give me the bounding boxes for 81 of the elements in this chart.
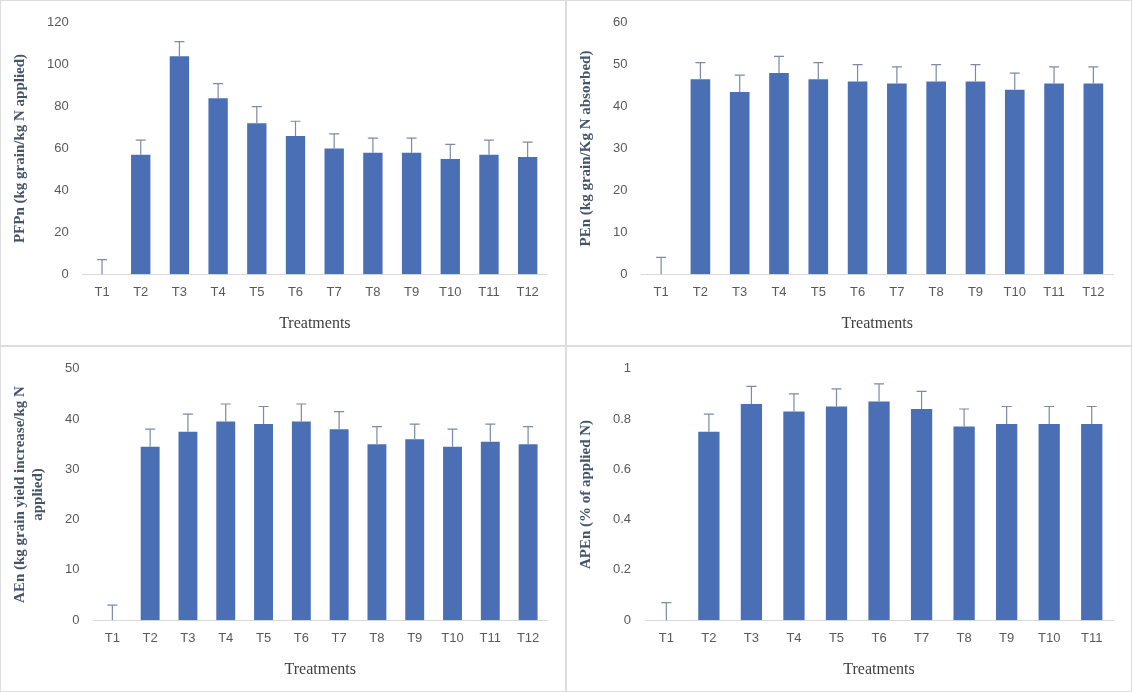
x-tick-label: T7 bbox=[913, 629, 930, 645]
y-tick-label: 40 bbox=[54, 181, 69, 197]
y-tick-label: 30 bbox=[64, 460, 80, 476]
x-tick-label: T8 bbox=[365, 283, 381, 299]
y-tick-label: 50 bbox=[64, 360, 80, 376]
y-tick-label: 10 bbox=[612, 223, 628, 239]
x-tick-label: T2 bbox=[692, 283, 708, 299]
y-tick-label: 0.8 bbox=[612, 410, 632, 426]
x-tick-label: T12 bbox=[516, 629, 540, 645]
x-tick-label: T10 bbox=[441, 629, 464, 645]
y-tick-label: 30 bbox=[612, 140, 628, 156]
x-axis-title: Treatments bbox=[843, 659, 915, 677]
y-axis-title: APEn (% of applied N) bbox=[576, 419, 594, 570]
y-tick-label: 60 bbox=[54, 140, 69, 156]
x-tick-label: T4 bbox=[771, 283, 787, 299]
x-tick-label: T10 bbox=[1037, 629, 1061, 645]
x-tick-label: T1 bbox=[658, 629, 674, 645]
x-tick-label: T6 bbox=[850, 283, 866, 299]
x-tick-label: T5 bbox=[828, 629, 845, 645]
x-tick-label: T4 bbox=[210, 283, 226, 299]
x-tick-label: T9 bbox=[999, 629, 1015, 645]
x-tick-label: T9 bbox=[403, 283, 420, 299]
y-tick-label: 20 bbox=[612, 181, 628, 197]
x-tick-label: T4 bbox=[218, 629, 234, 645]
x-axis-title: Treatments bbox=[279, 313, 351, 331]
y-axis-title: PFPn (kg grain/kg N applied) bbox=[10, 53, 28, 244]
x-tick-label: T5 bbox=[255, 629, 272, 645]
y-tick-label: 40 bbox=[64, 410, 80, 426]
x-tick-label: T7 bbox=[889, 283, 905, 299]
x-tick-label: T1 bbox=[653, 283, 669, 299]
y-tick-label: 0 bbox=[61, 265, 69, 281]
x-tick-label: T11 bbox=[478, 283, 500, 299]
y-tick-label: 0 bbox=[620, 265, 628, 281]
x-tick-label: T12 bbox=[516, 283, 539, 299]
y-tick-label: 20 bbox=[54, 223, 69, 239]
y-tick-label: 60 bbox=[612, 14, 628, 30]
y-tick-label: 1 bbox=[623, 360, 632, 376]
x-tick-label: T9 bbox=[967, 283, 984, 299]
x-tick-label: T3 bbox=[171, 283, 188, 299]
x-tick-label: T6 bbox=[293, 629, 309, 645]
x-tick-label: T8 bbox=[369, 629, 385, 645]
x-tick-label: T8 bbox=[956, 629, 972, 645]
x-tick-label: T11 bbox=[1043, 283, 1065, 299]
x-tick-label: T2 bbox=[133, 283, 149, 299]
x-tick-label: T1 bbox=[94, 283, 110, 299]
x-axis-title: Treatments bbox=[284, 659, 356, 677]
x-tick-label: T1 bbox=[104, 629, 120, 645]
y-tick-label: 0.2 bbox=[612, 561, 632, 577]
y-tick-label: 20 bbox=[64, 511, 80, 527]
x-tick-label: T12 bbox=[1082, 283, 1105, 299]
y-axis-title: PEn (kg grain/Kg N absorbed) bbox=[576, 50, 594, 247]
y-tick-label: 50 bbox=[612, 56, 628, 72]
x-tick-label: T2 bbox=[701, 629, 717, 645]
y-tick-label: 0 bbox=[72, 611, 80, 627]
y-tick-label: 40 bbox=[612, 98, 628, 114]
y-tick-label: 80 bbox=[54, 98, 69, 114]
x-tick-label: T10 bbox=[439, 283, 462, 299]
x-tick-label: T11 bbox=[479, 629, 502, 645]
x-tick-label: T2 bbox=[142, 629, 158, 645]
x-tick-label: T9 bbox=[407, 629, 423, 645]
x-tick-label: T8 bbox=[928, 283, 944, 299]
y-tick-label: 0.6 bbox=[612, 460, 632, 476]
y-tick-label: 120 bbox=[46, 14, 69, 30]
x-tick-label: T7 bbox=[326, 283, 342, 299]
y-tick-label: 0.4 bbox=[612, 511, 632, 527]
x-tick-label: T7 bbox=[331, 629, 347, 645]
x-tick-label: T6 bbox=[287, 283, 304, 299]
x-tick-label: T10 bbox=[1003, 283, 1026, 299]
x-axis-title: Treatments bbox=[841, 313, 913, 331]
y-tick-label: 0 bbox=[623, 611, 632, 627]
x-tick-label: T6 bbox=[871, 629, 887, 645]
y-tick-label: 100 bbox=[46, 56, 69, 72]
y-axis-title: AEn (kg grain yield increase/kg N applied) bbox=[10, 385, 46, 603]
x-tick-label: T3 bbox=[732, 283, 748, 299]
y-tick-label: 10 bbox=[64, 561, 80, 577]
x-tick-label: T4 bbox=[786, 629, 802, 645]
x-tick-label: T3 bbox=[743, 629, 760, 645]
x-tick-label: T5 bbox=[249, 283, 265, 299]
x-tick-label: T11 bbox=[1081, 629, 1103, 645]
x-tick-label: T3 bbox=[180, 629, 196, 645]
x-tick-label: T5 bbox=[810, 283, 826, 299]
